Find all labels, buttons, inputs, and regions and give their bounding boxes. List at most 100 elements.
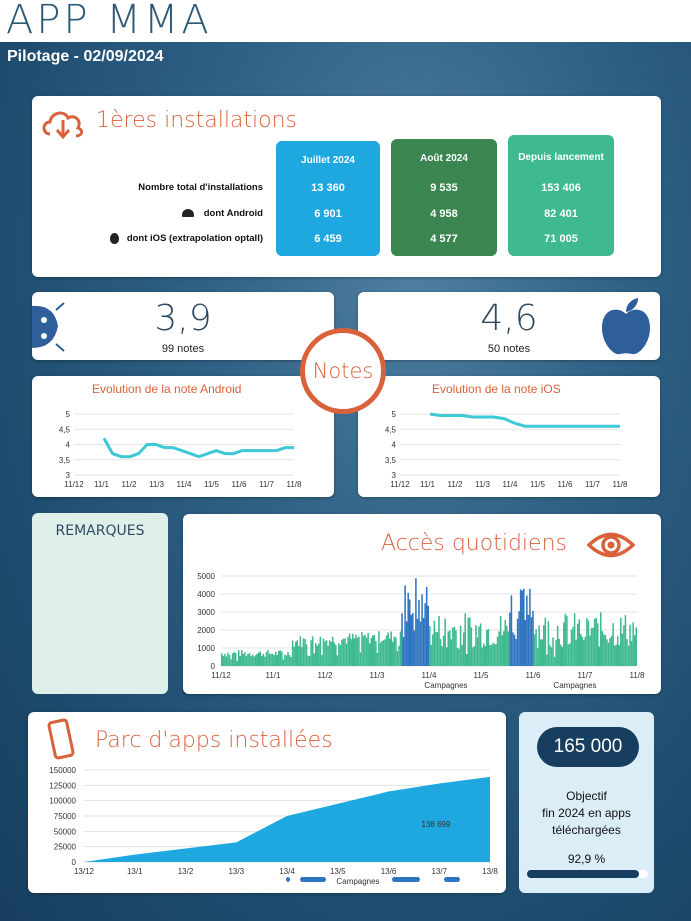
x-tick-label: 11/5 bbox=[204, 480, 220, 489]
daily-bar bbox=[288, 655, 291, 666]
daily-bar bbox=[311, 636, 314, 666]
android-chart-card: Evolution de la note Android 5 4,5 4 3,5 3 11… bbox=[32, 376, 334, 497]
eye-icon bbox=[587, 532, 635, 558]
daily-bar bbox=[257, 652, 260, 666]
daily-bar bbox=[398, 645, 400, 666]
daily-bar bbox=[533, 634, 536, 666]
daily-bar bbox=[595, 617, 597, 666]
daily-bar bbox=[482, 643, 485, 666]
android-chart-title: Evolution de la note Android bbox=[92, 382, 242, 396]
daily-bar bbox=[222, 656, 225, 666]
daily-bar bbox=[626, 639, 628, 666]
x-tick-label: 11/2 bbox=[318, 671, 334, 680]
daily-bar bbox=[356, 637, 359, 666]
acces-chart: 5000 4000 3000 2000 1000 011/12 11/1 11/2 11/3 11… bbox=[197, 572, 645, 690]
daily-bar bbox=[578, 619, 580, 666]
parc-card: Parc d'apps installées 150000 125000 10000… bbox=[28, 712, 506, 893]
daily-bar bbox=[581, 636, 584, 666]
daily-bar bbox=[234, 652, 237, 666]
daily-bar bbox=[544, 617, 547, 666]
daily-bar bbox=[586, 618, 588, 666]
daily-bar bbox=[439, 639, 442, 666]
daily-bar bbox=[467, 617, 470, 666]
x-tick-label: 11/3 bbox=[475, 480, 491, 489]
installs-title: 1ères installations bbox=[96, 108, 298, 133]
remarques-card: REMARQUES bbox=[32, 513, 168, 694]
daily-bar bbox=[472, 647, 474, 666]
daily-bar bbox=[261, 656, 263, 666]
daily-bar bbox=[452, 627, 454, 666]
daily-bar bbox=[378, 631, 380, 666]
x-tick-label: 11/3 bbox=[370, 671, 386, 680]
daily-bar bbox=[481, 647, 483, 666]
column-aout: Août 2024 9 535 4 958 4 577 bbox=[391, 139, 497, 256]
x-tick-label: 13/2 bbox=[178, 867, 194, 876]
column-value: 13 360 bbox=[311, 182, 345, 194]
daily-bar bbox=[498, 631, 500, 666]
daily-bar bbox=[552, 637, 554, 666]
daily-bar bbox=[313, 653, 315, 666]
daily-bar bbox=[438, 616, 440, 666]
daily-bar bbox=[355, 634, 357, 666]
daily-bar bbox=[294, 642, 297, 666]
daily-bar bbox=[392, 641, 394, 666]
daily-bar bbox=[424, 603, 426, 666]
daily-bar bbox=[432, 634, 434, 666]
y-tick-label: 3,5 bbox=[385, 456, 397, 465]
daily-bar bbox=[381, 640, 383, 666]
x-tick-label: 13/8 bbox=[482, 867, 498, 876]
daily-bar bbox=[519, 589, 522, 666]
daily-bar bbox=[387, 632, 389, 666]
parc-chart: 150000 125000 100000 75000 50000 25000 013/12 1… bbox=[49, 766, 498, 886]
daily-bar bbox=[254, 655, 257, 666]
ios-chart-title: Evolution de la note iOS bbox=[432, 382, 561, 396]
daily-bar bbox=[635, 627, 637, 666]
campaign-marker bbox=[392, 877, 420, 882]
daily-bar bbox=[270, 653, 272, 666]
notes-badge-label: Notes bbox=[312, 359, 374, 383]
objectif-line: téléchargées bbox=[552, 823, 621, 837]
daily-bar bbox=[301, 647, 303, 666]
daily-bar bbox=[499, 615, 502, 666]
x-tick-label: 13/1 bbox=[127, 867, 143, 876]
daily-bar bbox=[530, 617, 533, 666]
daily-bar bbox=[416, 618, 419, 666]
daily-bar bbox=[527, 614, 530, 666]
x-tick-label: 11/2 bbox=[448, 480, 464, 489]
daily-bar bbox=[393, 636, 396, 666]
y-tick-label: 5000 bbox=[197, 572, 215, 581]
daily-bar bbox=[623, 625, 625, 666]
daily-bar bbox=[464, 613, 466, 666]
y-tick-label: 4 bbox=[66, 441, 71, 450]
daily-bar bbox=[570, 629, 573, 666]
daily-bar bbox=[242, 653, 245, 666]
parc-value-label: 138 699 bbox=[422, 820, 451, 829]
campaign-marker bbox=[444, 877, 460, 882]
daily-bar bbox=[291, 640, 294, 666]
daily-bar bbox=[319, 636, 322, 666]
daily-bar bbox=[375, 641, 377, 666]
daily-bar bbox=[469, 617, 471, 666]
daily-bar bbox=[225, 656, 228, 666]
daily-bar bbox=[476, 637, 479, 666]
daily-bar bbox=[512, 632, 514, 666]
daily-bar bbox=[495, 644, 497, 666]
daily-bar bbox=[376, 652, 379, 666]
daily-bar bbox=[298, 646, 300, 666]
column-header: Juillet 2024 bbox=[301, 155, 355, 166]
column-value: 4 958 bbox=[430, 208, 458, 220]
daily-bar bbox=[604, 635, 607, 666]
y-tick-label: 3,5 bbox=[59, 456, 71, 465]
daily-bar bbox=[490, 645, 493, 666]
daily-bar bbox=[555, 639, 557, 666]
x-tick-label: 11/2 bbox=[122, 480, 138, 489]
column-header: Août 2024 bbox=[420, 153, 468, 164]
daily-bar bbox=[302, 638, 305, 666]
x-tick-label: 11/3 bbox=[149, 480, 165, 489]
daily-bar bbox=[338, 643, 340, 666]
x-tick-label: 13/5 bbox=[330, 867, 346, 876]
daily-bar bbox=[390, 631, 393, 666]
daily-bar bbox=[589, 635, 591, 666]
objectif-text: Objectif fin 2024 en apps téléchargées bbox=[519, 788, 654, 839]
daily-bar bbox=[572, 627, 574, 666]
